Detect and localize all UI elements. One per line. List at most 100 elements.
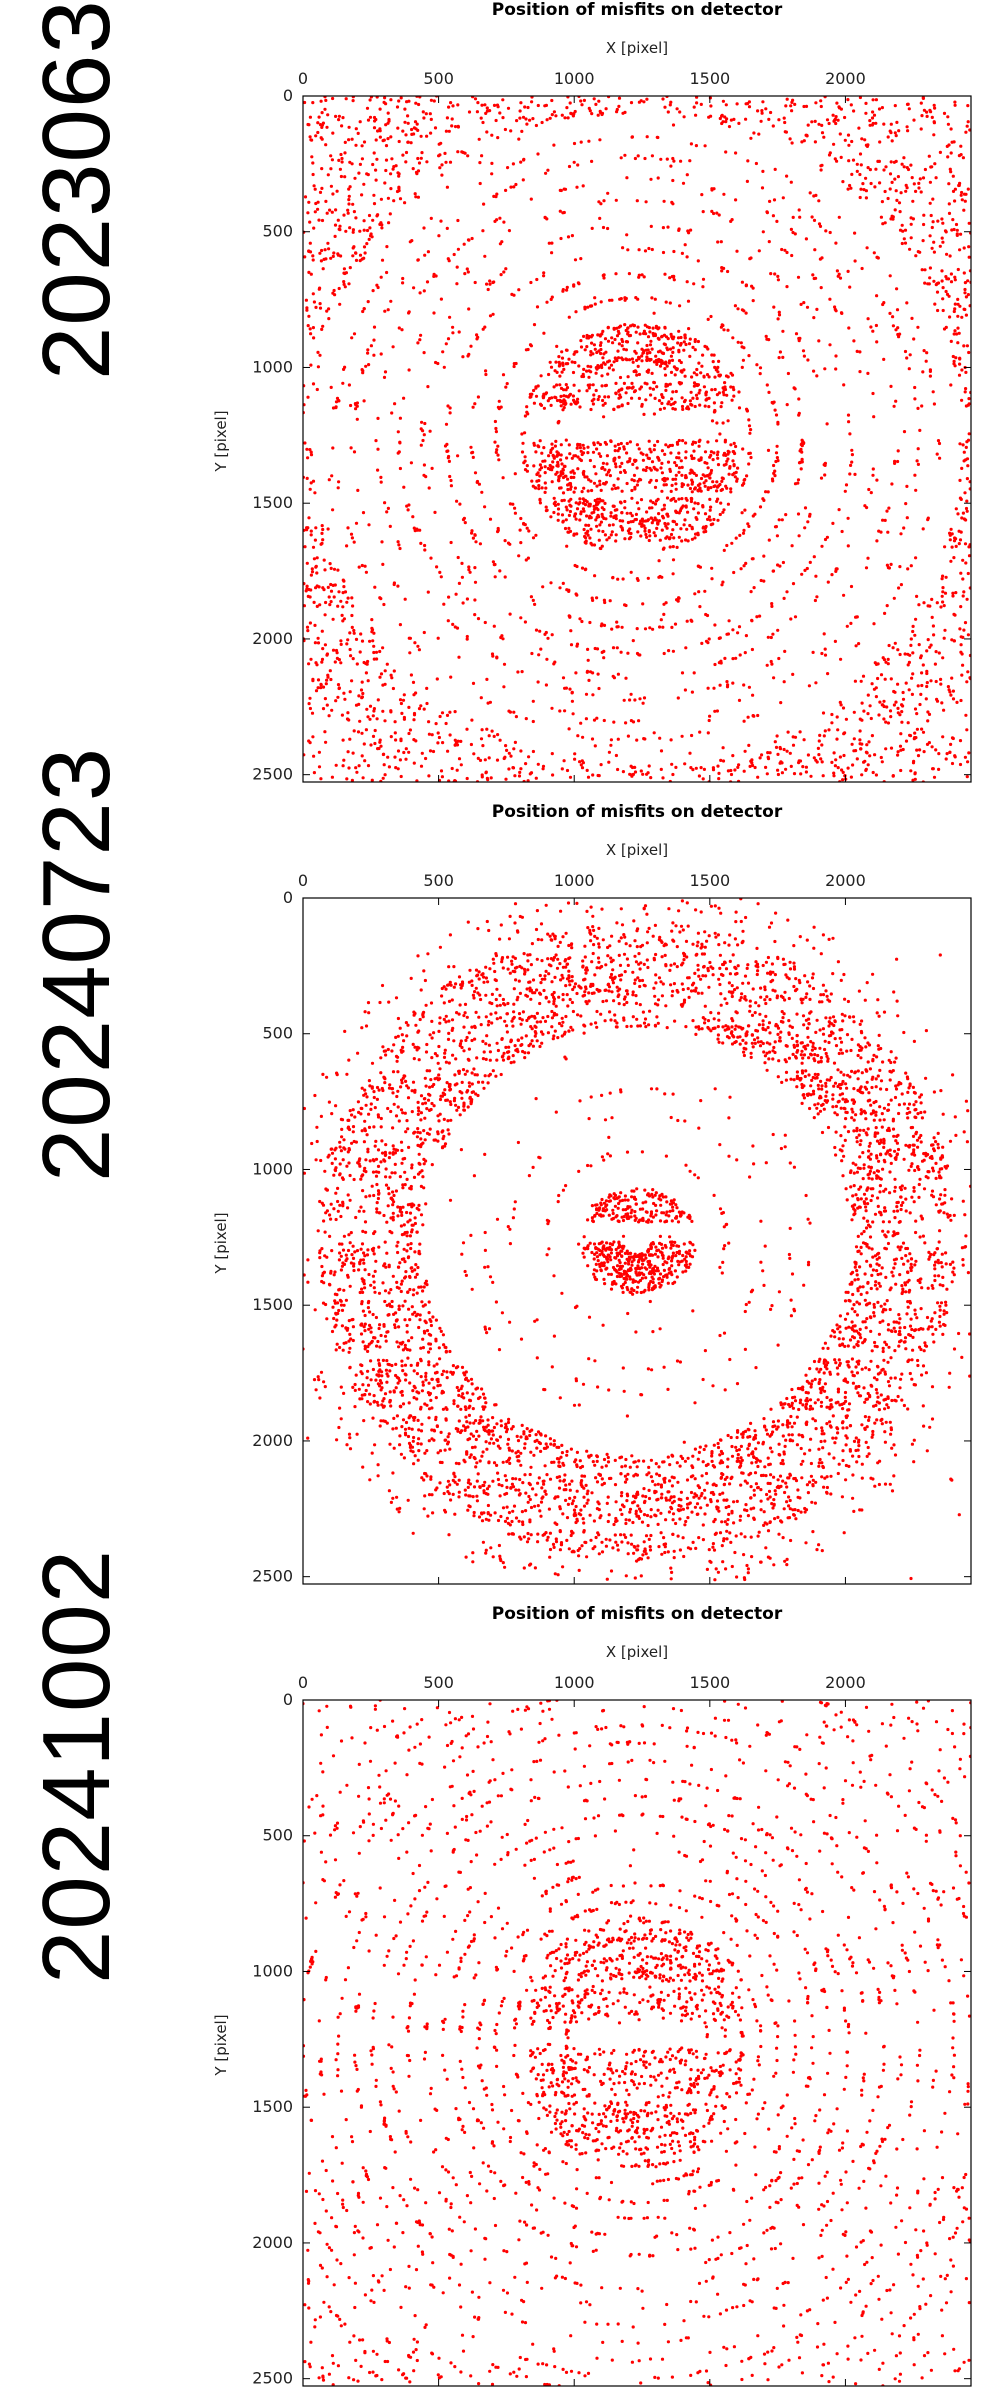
data-point <box>949 170 953 174</box>
data-point <box>864 768 868 773</box>
data-point <box>723 115 727 119</box>
data-point <box>650 347 654 351</box>
data-point <box>717 213 721 217</box>
data-point <box>328 208 332 212</box>
data-point <box>624 1457 628 1462</box>
data-point <box>338 302 342 306</box>
data-point <box>598 216 602 220</box>
data-point <box>964 295 969 299</box>
data-point <box>834 121 838 126</box>
data-point <box>643 249 648 253</box>
data-point <box>658 736 662 740</box>
data-point <box>600 544 604 548</box>
data-point <box>869 1359 873 1363</box>
data-point <box>347 202 351 206</box>
data-point <box>740 308 745 312</box>
data-point <box>427 486 431 490</box>
data-point <box>438 166 442 170</box>
data-point <box>513 506 517 510</box>
data-point <box>572 475 576 479</box>
data-point <box>500 634 504 638</box>
data-point <box>944 325 948 329</box>
data-point <box>552 385 556 389</box>
data-point <box>474 1419 478 1423</box>
data-point <box>749 759 753 763</box>
data-point <box>773 272 777 276</box>
data-point <box>344 229 348 233</box>
data-point <box>741 358 746 362</box>
data-point <box>399 96 403 100</box>
data-point <box>757 132 761 136</box>
data-point <box>307 249 311 253</box>
data-point <box>926 710 930 714</box>
data-point <box>486 1503 490 1508</box>
data-point <box>951 189 956 193</box>
data-point <box>777 356 781 360</box>
data-point <box>887 506 891 510</box>
data-point <box>499 273 503 277</box>
data-point <box>565 544 569 548</box>
data-point <box>844 483 849 487</box>
data-point <box>937 651 941 655</box>
data-point <box>651 627 655 631</box>
data-point <box>779 1401 783 1405</box>
data-point <box>781 329 785 333</box>
data-point <box>412 761 416 765</box>
data-point <box>783 649 787 654</box>
data-point <box>349 403 353 408</box>
data-point <box>834 309 838 313</box>
data-point <box>563 709 567 713</box>
data-point <box>624 391 628 395</box>
data-point <box>397 139 401 144</box>
data-point <box>529 771 534 775</box>
data-point <box>602 352 606 356</box>
data-point <box>445 442 449 446</box>
data-point <box>658 538 662 542</box>
data-point <box>369 96 373 99</box>
data-point <box>927 282 931 286</box>
data-point <box>375 1085 380 1090</box>
data-point <box>725 680 729 684</box>
data-point <box>631 720 636 724</box>
data-point <box>847 420 851 424</box>
data-point <box>506 1437 511 1441</box>
data-point <box>582 98 587 102</box>
data-point <box>614 753 619 758</box>
data-point <box>936 219 940 223</box>
data-point <box>325 309 329 313</box>
data-point <box>564 438 568 442</box>
data-point <box>605 454 610 458</box>
data-point <box>746 963 750 967</box>
data-point <box>348 690 352 694</box>
data-point <box>781 957 786 961</box>
data-point <box>860 266 864 271</box>
data-point <box>334 405 338 409</box>
data-point <box>920 404 924 408</box>
data-point <box>925 110 929 114</box>
data-point <box>574 501 578 505</box>
data-point <box>496 526 500 531</box>
data-point <box>520 450 525 454</box>
data-point <box>515 119 519 123</box>
data-point <box>358 229 362 233</box>
data-point <box>650 154 655 158</box>
data-point <box>948 167 952 171</box>
data-point <box>304 589 308 593</box>
data-point <box>720 479 724 483</box>
data-point <box>677 350 681 354</box>
data-point <box>565 106 569 110</box>
data-point <box>867 1415 871 1419</box>
data-point <box>684 504 688 508</box>
data-point <box>514 715 519 719</box>
data-point <box>543 465 547 469</box>
data-point <box>341 738 345 742</box>
data-point <box>397 1345 401 1349</box>
data-point <box>930 115 934 119</box>
data-point <box>660 489 664 493</box>
data-point <box>961 577 965 581</box>
data-point <box>383 309 387 313</box>
data-point <box>616 349 620 353</box>
data-point <box>724 453 728 457</box>
data-point <box>625 176 629 180</box>
data-point <box>679 527 683 531</box>
